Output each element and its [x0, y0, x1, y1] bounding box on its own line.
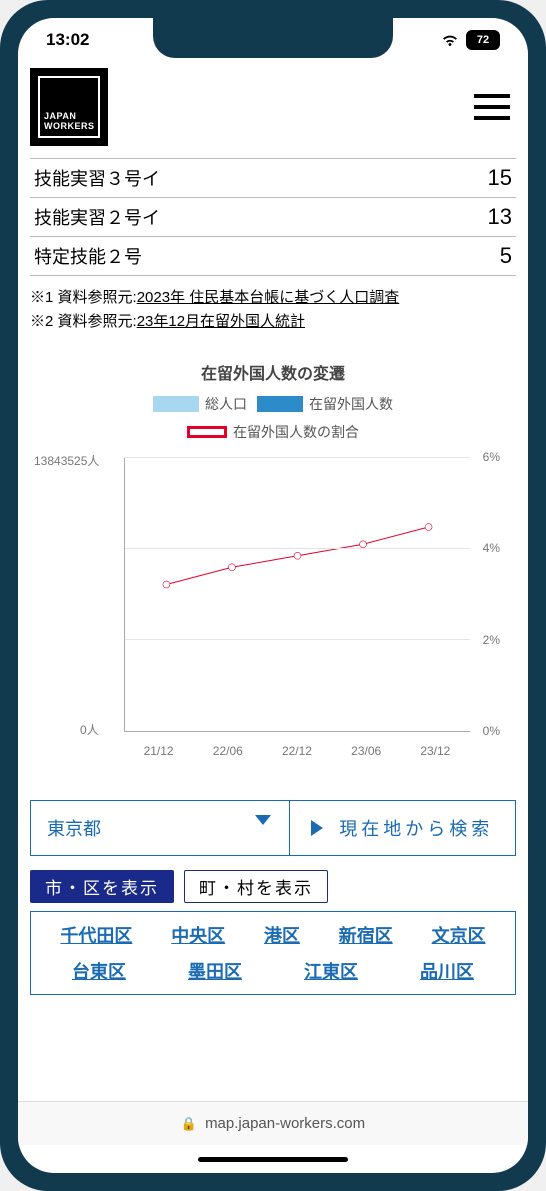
ward-link[interactable]: 品川区	[420, 958, 474, 984]
notch	[153, 18, 393, 58]
x-tick: 22/06	[213, 744, 243, 758]
y-right-tick: 0%	[483, 724, 500, 738]
device-frame: 13:02 72 JAPAN WORKERS	[0, 0, 546, 1191]
ref-prefix: ※1 資料参照元:	[30, 289, 137, 306]
locate-button[interactable]: 現在地から検索	[290, 800, 517, 856]
legend-swatch-foreign	[257, 396, 303, 412]
ward-link[interactable]: 台東区	[72, 958, 126, 984]
chevron-down-icon	[255, 815, 271, 825]
ref-link-1[interactable]: 2023年 住民基本台帳に基づく人口調査	[137, 289, 400, 306]
ref-link-2[interactable]: 23年12月在留外国人統計	[137, 313, 305, 330]
y-left-max: 13843525人	[34, 452, 99, 469]
browser-address-bar[interactable]: 🔒 map.japan-workers.com	[18, 1101, 528, 1145]
y-right-tick: 6%	[483, 450, 500, 464]
screen: 13:02 72 JAPAN WORKERS	[18, 18, 528, 1173]
legend-swatch-ratio	[187, 426, 227, 438]
chart-legend: 総人口 在留外国人数 在留外国人数の割合	[30, 394, 516, 442]
ward-link[interactable]: 江東区	[304, 958, 358, 984]
table-row: 技能実習２号イ 13	[30, 198, 516, 237]
battery-level: 72	[477, 34, 489, 46]
row-value: 13	[488, 204, 512, 230]
legend-label: 在留外国人数の割合	[233, 422, 359, 442]
clock: 13:02	[46, 30, 89, 50]
data-table: 技能実習３号イ 15 技能実習２号イ 13 特定技能２号 5	[30, 158, 516, 276]
legend-label: 総人口	[205, 394, 247, 414]
logo-text-2: WORKERS	[44, 121, 95, 131]
ward-list: 千代田区 中央区 港区 新宿区 文京区 台東区 墨田区 江東区 品川区	[30, 911, 516, 995]
locate-label: 現在地から検索	[339, 815, 493, 841]
logo[interactable]: JAPAN WORKERS	[30, 68, 108, 146]
plot-area	[124, 458, 470, 732]
play-icon	[311, 820, 323, 836]
y-right-tick: 4%	[483, 541, 500, 555]
lock-icon: 🔒	[181, 1116, 197, 1132]
prefecture-dropdown[interactable]: 東京都	[30, 800, 290, 856]
legend-label: 在留外国人数	[309, 394, 393, 414]
x-tick: 21/12	[144, 744, 174, 758]
chart-title: 在留外国人数の変遷	[30, 360, 516, 384]
menu-button[interactable]	[468, 88, 516, 126]
row-label: 技能実習３号イ	[34, 165, 160, 191]
table-row: 特定技能２号 5	[30, 237, 516, 276]
home-indicator[interactable]	[18, 1145, 528, 1173]
y-right-tick: 2%	[483, 633, 500, 647]
dropdown-value: 東京都	[47, 815, 101, 841]
row-value: 5	[500, 243, 512, 269]
tab-city[interactable]: 市・区を表示	[30, 870, 174, 903]
tab-town[interactable]: 町・村を表示	[184, 870, 328, 903]
x-tick: 23/06	[351, 744, 381, 758]
wifi-icon	[440, 32, 460, 48]
references: ※1 資料参照元:2023年 住民基本台帳に基づく人口調査 ※2 資料参照元:2…	[30, 286, 516, 334]
ward-link[interactable]: 文京区	[432, 922, 486, 948]
ward-link[interactable]: 港区	[264, 922, 300, 948]
x-tick: 22/12	[282, 744, 312, 758]
table-row: 技能実習３号イ 15	[30, 159, 516, 198]
ref-prefix: ※2 資料参照元:	[30, 313, 137, 330]
domain-text: map.japan-workers.com	[205, 1115, 365, 1132]
ward-link[interactable]: 千代田区	[60, 922, 132, 948]
chart: 13843525人 0人 21/12 22/06 22/12 23/06 23/12 6…	[34, 452, 512, 772]
y-left-zero: 0人	[80, 721, 99, 738]
ward-link[interactable]: 新宿区	[339, 922, 393, 948]
battery-icon: 72	[466, 30, 500, 50]
page-content: JAPAN WORKERS 技能実習３号イ 15 技能実習２号イ 13	[18, 62, 528, 1101]
row-label: 特定技能２号	[34, 243, 142, 269]
row-label: 技能実習２号イ	[34, 204, 160, 230]
x-axis-labels: 21/12 22/06 22/12 23/06 23/12	[124, 744, 470, 758]
legend-swatch-total	[153, 396, 199, 412]
logo-text-1: JAPAN	[44, 111, 76, 121]
ward-link[interactable]: 中央区	[171, 922, 225, 948]
ward-link[interactable]: 墨田区	[188, 958, 242, 984]
x-tick: 23/12	[420, 744, 450, 758]
row-value: 15	[488, 165, 512, 191]
